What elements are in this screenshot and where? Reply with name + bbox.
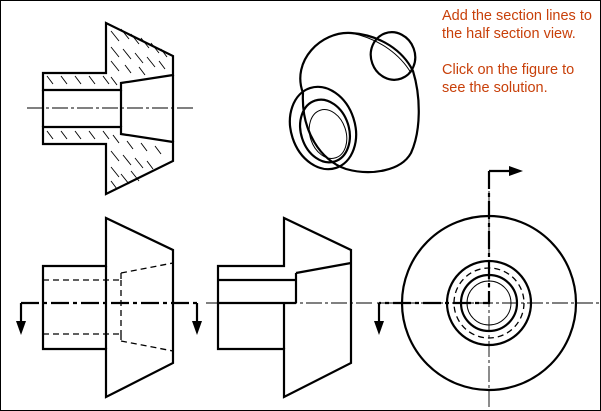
iso-bore-inner (308, 109, 348, 159)
iso-bore-outer (299, 98, 351, 164)
iso-boss (369, 31, 417, 81)
isometric-view (288, 31, 420, 174)
arrow-right-icon (509, 166, 523, 176)
instruction-click-solution: Click on the figure to see the solution. (442, 62, 575, 96)
instruction-section-lines: Add the section lines to the half sectio… (442, 8, 592, 42)
half-section-view[interactable] (206, 216, 373, 399)
front-outline (41, 216, 175, 399)
half-section-outline (216, 216, 353, 399)
iso-front-face (288, 85, 358, 171)
side-cutting-plane (379, 171, 491, 305)
instructions-panel: Add the section lines to the half sectio… (442, 7, 600, 97)
hidden-taper-bottom (120, 340, 174, 352)
arrow-down-icon (374, 321, 384, 335)
side-view (374, 166, 600, 410)
section-view-full (27, 21, 195, 196)
hidden-taper-top (120, 262, 174, 274)
iso-edge (350, 32, 412, 74)
arrow-down-left-icon (16, 321, 26, 335)
section-hatch-area-top (43, 23, 173, 90)
arrow-down-right-icon (192, 321, 202, 335)
half-section-taper (295, 261, 352, 275)
front-view (16, 216, 202, 399)
